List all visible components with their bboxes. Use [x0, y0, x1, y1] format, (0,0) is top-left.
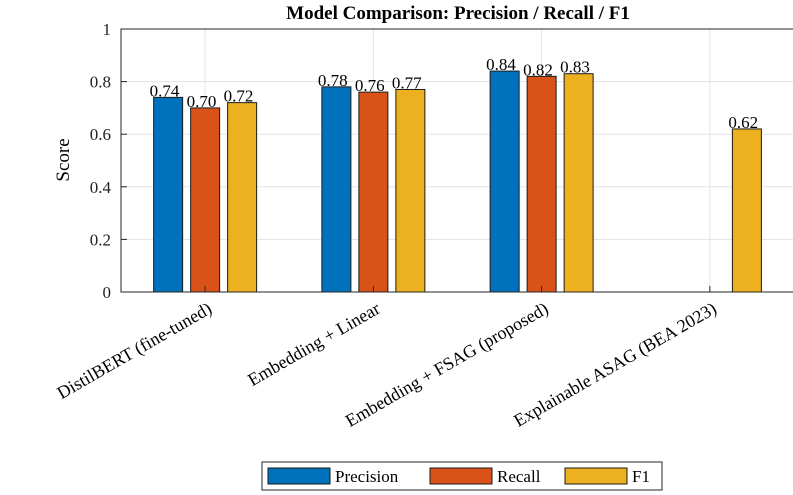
bar-f1 [395, 88, 426, 293]
legend-label: F1 [632, 467, 650, 486]
bar-f1 [563, 73, 594, 293]
y-tick-label: 1 [103, 20, 112, 39]
bar-f1 [227, 102, 258, 293]
y-tick-label: 0.8 [90, 73, 111, 92]
bar-precision [321, 86, 352, 293]
legend-label: Precision [335, 467, 399, 486]
chart-title: Model Comparison: Precision / Recall / F… [286, 3, 630, 24]
data-label: 0.62 [728, 113, 758, 132]
y-axis-label: Score [53, 138, 74, 181]
bar-recall [526, 75, 557, 293]
data-label: 0.70 [187, 92, 217, 111]
bar-precision [153, 96, 184, 293]
bar-precision [489, 70, 520, 293]
y-tick-label: 0.4 [90, 178, 112, 197]
data-labels: 0.74 0.70 0.72 0.78 0.76 0.77 0.84 0.82 0.83 0.62 [150, 55, 759, 132]
x-tick-label: DistilBERT (fine-tuned) [54, 298, 216, 404]
y-tick-label: 0 [103, 283, 112, 302]
legend-swatch-f1 [564, 467, 628, 485]
data-label: 0.84 [486, 55, 516, 74]
bar-recall [190, 107, 221, 293]
plot-frame [120, 28, 793, 293]
bar-f1 [731, 128, 762, 293]
data-label: 0.78 [318, 71, 348, 90]
legend-swatch-precision [267, 467, 331, 485]
y-axis: 0 0.2 0.4 0.6 0.8 1 [90, 20, 127, 302]
legend-swatch-recall [429, 467, 493, 485]
data-label: 0.77 [392, 73, 422, 92]
y-tick-label: 0.6 [90, 125, 111, 144]
data-label: 0.72 [224, 87, 254, 106]
data-label: 0.74 [150, 81, 180, 100]
bar-recall [358, 91, 389, 293]
data-label: 0.83 [560, 58, 590, 77]
x-tick-label: Embedding + Linear [244, 298, 383, 390]
data-label: 0.82 [523, 60, 553, 79]
data-label: 0.76 [355, 76, 385, 95]
legend-label: Recall [497, 467, 541, 486]
grid [121, 28, 793, 293]
y-tick-label: 0.2 [90, 230, 111, 249]
legend: Precision Recall F1 [261, 461, 663, 491]
x-axis: DistilBERT (fine-tuned) Embedding + Linea… [54, 286, 720, 432]
